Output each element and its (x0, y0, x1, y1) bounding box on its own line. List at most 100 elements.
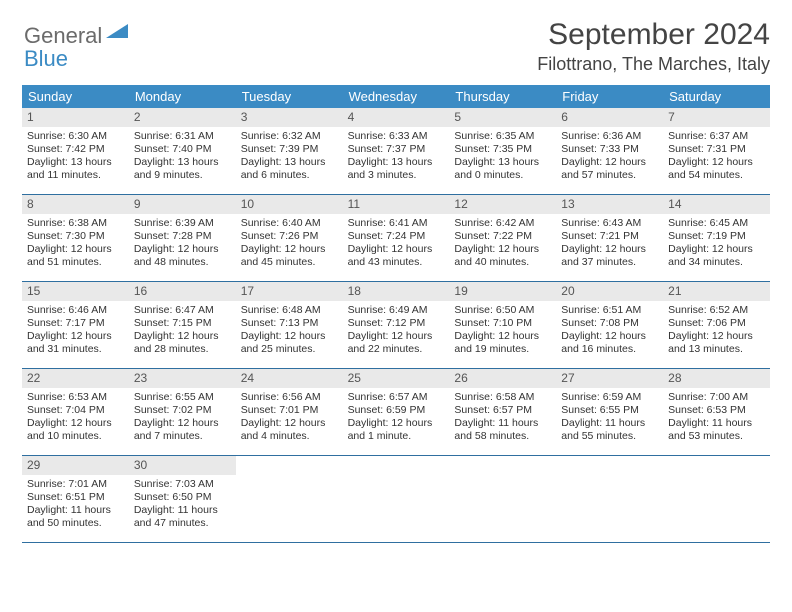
dayname: Monday (129, 85, 236, 108)
day-info-line: Daylight: 11 hours (668, 417, 765, 430)
day-info-line: Sunset: 7:31 PM (668, 143, 765, 156)
day-cell: 24Sunrise: 6:56 AMSunset: 7:01 PMDayligh… (236, 369, 343, 455)
day-info-line: and 34 minutes. (668, 256, 765, 269)
day-cell: 20Sunrise: 6:51 AMSunset: 7:08 PMDayligh… (556, 282, 663, 368)
day-cell: 8Sunrise: 6:38 AMSunset: 7:30 PMDaylight… (22, 195, 129, 281)
day-info-line: Daylight: 11 hours (454, 417, 551, 430)
day-info-line: Sunrise: 6:47 AM (134, 304, 231, 317)
day-number: 10 (236, 195, 343, 214)
day-info-line: and 45 minutes. (241, 256, 338, 269)
day-info-line: Sunset: 7:06 PM (668, 317, 765, 330)
day-info-line: and 53 minutes. (668, 430, 765, 443)
day-info-line: and 37 minutes. (561, 256, 658, 269)
day-info-line: and 11 minutes. (27, 169, 124, 182)
day-cell: 23Sunrise: 6:55 AMSunset: 7:02 PMDayligh… (129, 369, 236, 455)
day-info-line: and 47 minutes. (134, 517, 231, 530)
day-info-line: Sunset: 7:15 PM (134, 317, 231, 330)
day-number: 29 (22, 456, 129, 475)
day-info-line: and 13 minutes. (668, 343, 765, 356)
day-info-line: Sunrise: 6:38 AM (27, 217, 124, 230)
day-info-line: Sunrise: 6:58 AM (454, 391, 551, 404)
day-info-line: Daylight: 12 hours (241, 330, 338, 343)
calendar: Sunday Monday Tuesday Wednesday Thursday… (22, 85, 770, 543)
day-number: 8 (22, 195, 129, 214)
day-info-line: and 16 minutes. (561, 343, 658, 356)
day-cell: 13Sunrise: 6:43 AMSunset: 7:21 PMDayligh… (556, 195, 663, 281)
day-number: 20 (556, 282, 663, 301)
day-cell: 21Sunrise: 6:52 AMSunset: 7:06 PMDayligh… (663, 282, 770, 368)
day-info-line: Sunset: 7:28 PM (134, 230, 231, 243)
day-cell: 9Sunrise: 6:39 AMSunset: 7:28 PMDaylight… (129, 195, 236, 281)
day-info-line: Daylight: 12 hours (241, 417, 338, 430)
day-info-line: and 57 minutes. (561, 169, 658, 182)
day-info-line: Sunset: 6:57 PM (454, 404, 551, 417)
day-info-line: and 10 minutes. (27, 430, 124, 443)
day-number: 13 (556, 195, 663, 214)
weeks: 1Sunrise: 6:30 AMSunset: 7:42 PMDaylight… (22, 108, 770, 543)
day-cell: 25Sunrise: 6:57 AMSunset: 6:59 PMDayligh… (343, 369, 450, 455)
day-info-line: Daylight: 12 hours (668, 330, 765, 343)
dayname: Thursday (449, 85, 556, 108)
day-info-line: Sunset: 7:26 PM (241, 230, 338, 243)
day-number: 26 (449, 369, 556, 388)
day-info-line: Sunrise: 6:56 AM (241, 391, 338, 404)
day-cell: 10Sunrise: 6:40 AMSunset: 7:26 PMDayligh… (236, 195, 343, 281)
day-cell: 2Sunrise: 6:31 AMSunset: 7:40 PMDaylight… (129, 108, 236, 194)
day-number: 7 (663, 108, 770, 127)
day-info-line: Sunrise: 6:42 AM (454, 217, 551, 230)
week-row: 29Sunrise: 7:01 AMSunset: 6:51 PMDayligh… (22, 456, 770, 543)
day-number: 1 (22, 108, 129, 127)
day-info-line: Sunrise: 6:33 AM (348, 130, 445, 143)
day-cell (343, 456, 450, 542)
day-info-line: Daylight: 13 hours (134, 156, 231, 169)
day-info-line: Daylight: 13 hours (454, 156, 551, 169)
day-cell: 29Sunrise: 7:01 AMSunset: 6:51 PMDayligh… (22, 456, 129, 542)
day-number: 27 (556, 369, 663, 388)
day-info-line: and 54 minutes. (668, 169, 765, 182)
day-info-line: Sunset: 6:51 PM (27, 491, 124, 504)
day-number: 22 (22, 369, 129, 388)
day-cell: 26 Sunrise: 6:58 AMSunset: 6:57 PMDayligh… (449, 369, 556, 455)
day-info-line: Daylight: 12 hours (348, 417, 445, 430)
logo-line2: Blue (24, 46, 68, 71)
day-info-line: Sunrise: 6:57 AM (348, 391, 445, 404)
day-cell: 18Sunrise: 6:49 AMSunset: 7:12 PMDayligh… (343, 282, 450, 368)
header: General Blue September 2024 Filottrano, … (22, 18, 770, 75)
day-info-line: Sunrise: 6:51 AM (561, 304, 658, 317)
day-info-line: Sunset: 7:21 PM (561, 230, 658, 243)
day-info-line: Sunset: 6:55 PM (561, 404, 658, 417)
day-info-line: Daylight: 12 hours (27, 243, 124, 256)
day-info-line: and 1 minute. (348, 430, 445, 443)
week-row: 8Sunrise: 6:38 AMSunset: 7:30 PMDaylight… (22, 195, 770, 282)
day-cell: 3Sunrise: 6:32 AMSunset: 7:39 PMDaylight… (236, 108, 343, 194)
day-info-line: and 19 minutes. (454, 343, 551, 356)
page-title: September 2024 (537, 18, 770, 52)
day-number: 6 (556, 108, 663, 127)
day-cell: 11Sunrise: 6:41 AMSunset: 7:24 PMDayligh… (343, 195, 450, 281)
day-info-line: Sunset: 6:53 PM (668, 404, 765, 417)
day-number: 5 (449, 108, 556, 127)
day-cell: 4Sunrise: 6:33 AMSunset: 7:37 PMDaylight… (343, 108, 450, 194)
day-info-line: and 9 minutes. (134, 169, 231, 182)
day-info-line: and 0 minutes. (454, 169, 551, 182)
day-info-line: Daylight: 12 hours (134, 330, 231, 343)
day-info-line: Sunset: 7:35 PM (454, 143, 551, 156)
day-info-line: and 58 minutes. (454, 430, 551, 443)
day-info-line: and 43 minutes. (348, 256, 445, 269)
day-info-line: Sunrise: 6:52 AM (668, 304, 765, 317)
day-info-line: Sunrise: 6:50 AM (454, 304, 551, 317)
day-info-line: Sunrise: 6:46 AM (27, 304, 124, 317)
day-cell (663, 456, 770, 542)
day-cell: 22Sunrise: 6:53 AMSunset: 7:04 PMDayligh… (22, 369, 129, 455)
day-number: 2 (129, 108, 236, 127)
day-number: 15 (22, 282, 129, 301)
day-cell: 7Sunrise: 6:37 AMSunset: 7:31 PMDaylight… (663, 108, 770, 194)
dayname: Saturday (663, 85, 770, 108)
day-number: 3 (236, 108, 343, 127)
day-info-line: Sunset: 6:59 PM (348, 404, 445, 417)
day-info-line: Sunrise: 6:31 AM (134, 130, 231, 143)
week-row: 1Sunrise: 6:30 AMSunset: 7:42 PMDaylight… (22, 108, 770, 195)
dayname: Wednesday (343, 85, 450, 108)
day-info-line: Daylight: 12 hours (348, 330, 445, 343)
day-info-line: and 55 minutes. (561, 430, 658, 443)
